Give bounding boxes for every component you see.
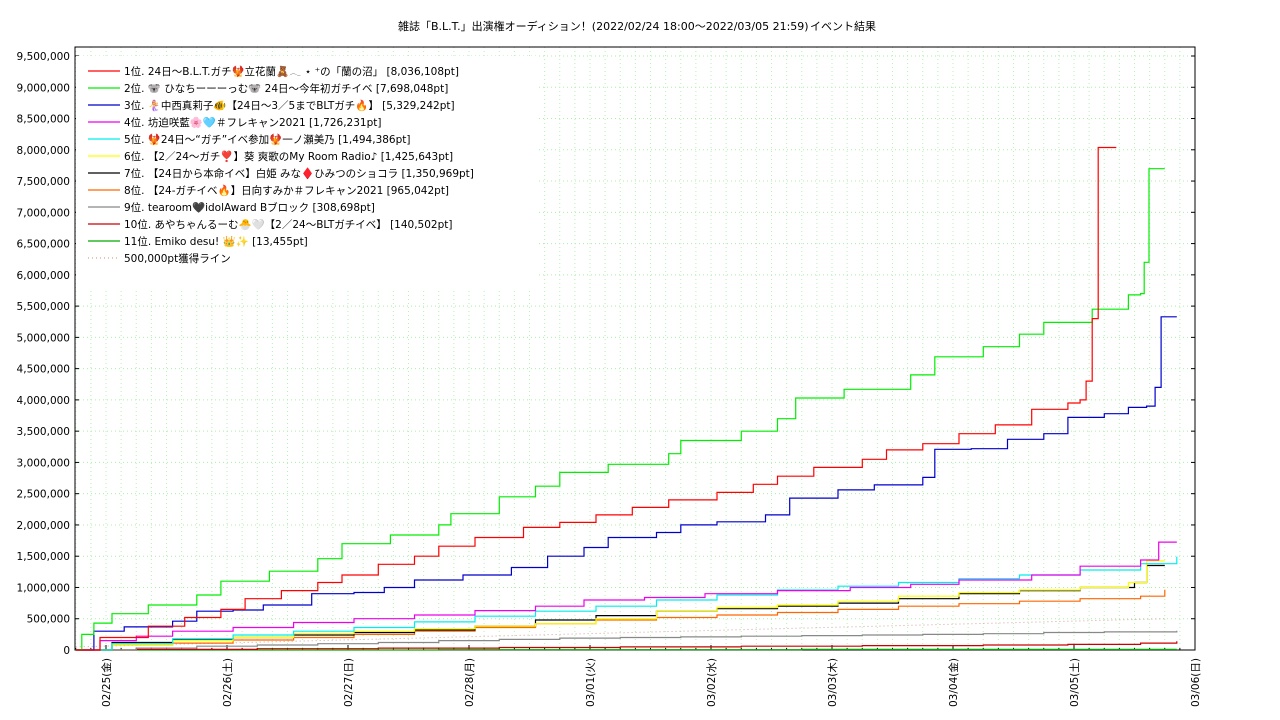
series-line-5 xyxy=(75,556,1178,651)
y-tick-label: 500,000 xyxy=(27,614,70,626)
x-tick-label: 03/03(木) xyxy=(827,658,839,707)
series-group xyxy=(75,146,1178,651)
series-line-2 xyxy=(75,168,1165,651)
x-tick-label: 03/05(土) xyxy=(1068,658,1081,707)
y-tick-label: 6,000,000 xyxy=(17,270,70,282)
series-line-6 xyxy=(75,560,1165,651)
y-tick-label: 4,500,000 xyxy=(17,364,70,376)
x-tick-label: 03/02(水) xyxy=(706,658,718,707)
y-tick-label: 2,000,000 xyxy=(17,520,70,532)
x-tick-label: 02/28(月) xyxy=(464,658,476,707)
series-line-8 xyxy=(75,589,1166,651)
y-tick-label: 4,000,000 xyxy=(17,395,70,407)
chart-title: 雑誌「B.L.T.」出演権オーディション！(2022/02/24 18:00～2… xyxy=(398,19,809,33)
legend-label: 7位. 【24日から本命イベ】白姫 みな♦️ひみつのショコラ [1,350,96… xyxy=(124,167,474,180)
legend-label: 9位. tearoom🖤idolAward Bブロック [308,698pt] xyxy=(124,201,375,214)
y-tick-label: 2,500,000 xyxy=(17,489,70,501)
y-axis: 0 500,000 1,000,000 1,500,000 2,000,000 2,500… xyxy=(17,51,1195,657)
y-tick-label: 3,000,000 xyxy=(17,457,70,469)
y-tick-label: 7,500,000 xyxy=(17,176,70,188)
series-line-9 xyxy=(75,630,1178,651)
x-tick-label: 03/06(日) xyxy=(1190,658,1202,707)
legend-label: 8位. 【24-ガチイベ🔥】日向すみか＃フレキャン2021 [965,042pt… xyxy=(124,184,449,197)
y-tick-label: 5,500,000 xyxy=(17,301,70,313)
y-tick-label: 3,500,000 xyxy=(17,426,70,438)
y-tick-label: 6,500,000 xyxy=(17,239,70,251)
chart-subtitle: イベント結果 xyxy=(810,19,876,33)
legend-label: 1位. 24日〜B.L.T.ガチ🐦‍🔥立花蘭🧸𓂃 ⋆ ⁺の「蘭の沼」 [8,03… xyxy=(124,65,459,78)
y-tick-label: 5,000,000 xyxy=(17,332,70,344)
series-line-3 xyxy=(75,316,1177,651)
legend-label: 5位. 🐦‍🔥24日〜“ガチ”イベ参加🐦‍🔥一ノ瀬美乃 [1,494,386pt… xyxy=(124,133,411,146)
y-tick-label: 1,000,000 xyxy=(17,582,70,594)
legend-label: 4位. 坊迫咲藍🌸🩵＃フレキャン2021 [1,726,231pt] xyxy=(124,116,381,129)
y-tick-label: 9,000,000 xyxy=(17,82,70,94)
y-tick-label: 8,500,000 xyxy=(17,114,70,126)
y-tick-label: 9,500,000 xyxy=(17,51,70,63)
legend-label: 6位. 【2／24〜ガチ❣️】葵 爽歌のMy Room Radio♪ [1,42… xyxy=(124,150,453,163)
series-line-11 xyxy=(75,648,1178,651)
series-line-1 xyxy=(75,146,1117,651)
series-line-10 xyxy=(75,641,1178,651)
threshold-line xyxy=(75,618,1165,648)
legend-label: 11位. Emiko desu! 👑✨ [13,455pt] xyxy=(124,235,308,248)
legend-label: 2位. 🐨 ひなちーーーっむ🐨 24日〜今年初ガチイベ [7,698,048pt… xyxy=(124,82,448,95)
y-tick-label: 1,500,000 xyxy=(17,551,70,563)
x-tick-label: 03/01(火) xyxy=(585,658,597,707)
x-tick-label: 02/27(日) xyxy=(343,658,355,707)
x-tick-label: 02/26(土) xyxy=(221,658,234,707)
x-tick-label: 03/04(金) xyxy=(947,658,960,707)
y-tick-label: 7,000,000 xyxy=(17,207,70,219)
y-tick-label: 8,000,000 xyxy=(17,145,70,157)
legend: 1位. 24日〜B.L.T.ガチ🐦‍🔥立花蘭🧸𓂃 ⋆ ⁺の「蘭の沼」 [8,03… xyxy=(88,65,474,265)
threshold-line-group xyxy=(75,618,1165,648)
x-tick-label: 02/25(金) xyxy=(100,658,113,707)
series-line-4 xyxy=(75,541,1177,651)
legend-label: 500,000pt獲得ライン xyxy=(124,252,231,265)
legend-box xyxy=(76,56,536,291)
y-tick-label: 0 xyxy=(63,645,70,657)
legend-label: 3位. 🧜‍♀️中西真莉子🐠【24日〜3／5までBLTガチ🔥】 [5,329,2… xyxy=(124,99,455,112)
x-axis: 02/25(金) 02/26(土) 02/27(日) 02/28(月) 03/01(火)… xyxy=(75,645,1202,707)
legend-label: 10位. あやちゃんるーむ🐣🤍【2／24〜BLTガチイベ】 [140,502pt… xyxy=(124,218,452,231)
